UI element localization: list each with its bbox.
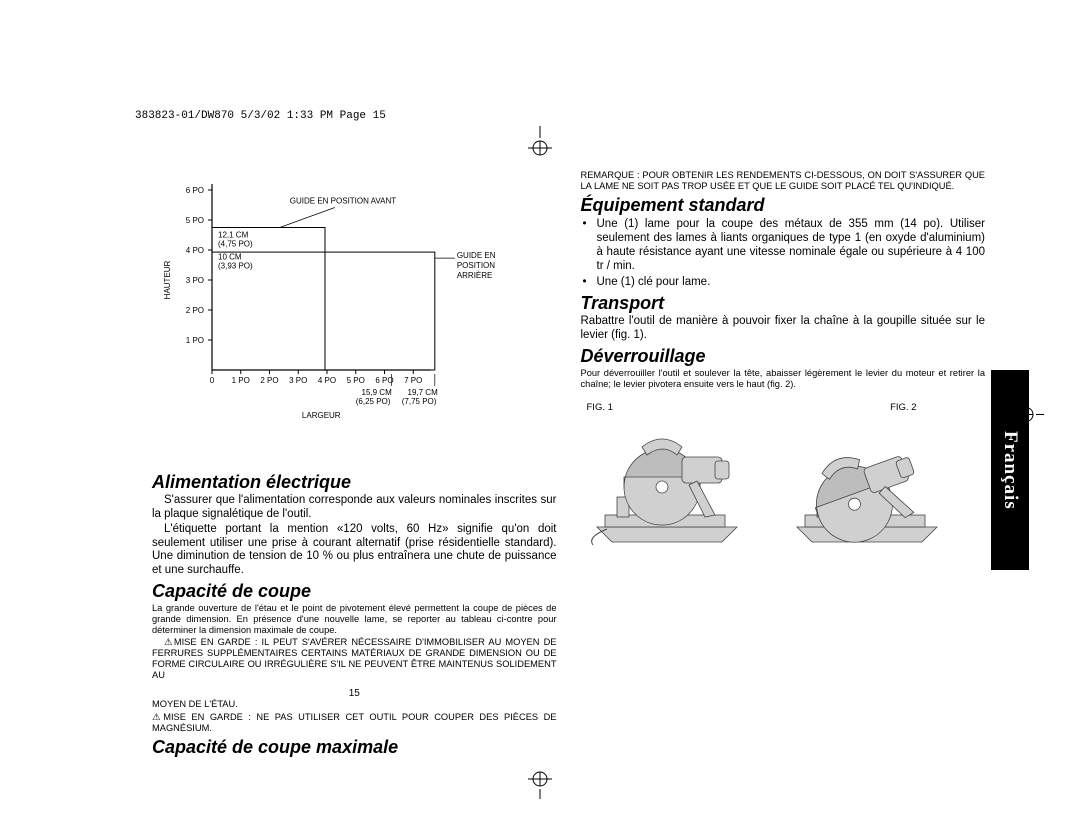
svg-text:(4,75 PO): (4,75 PO) bbox=[218, 240, 253, 249]
svg-text:3 PO: 3 PO bbox=[289, 376, 307, 385]
svg-text:(7,75 PO): (7,75 PO) bbox=[402, 397, 437, 406]
svg-text:3 PO: 3 PO bbox=[186, 276, 204, 285]
alim-p2: L'étiquette portant la mention «120 volt… bbox=[152, 523, 557, 577]
capmax-p1: REMARQUE : POUR OBTENIR LES RENDEMENTS C… bbox=[581, 170, 986, 191]
transport-p1: Rabattre l'outil de manière à pouvoir fi… bbox=[581, 315, 986, 342]
col2-p1: MOYEN DE L'ÉTAU. bbox=[152, 699, 557, 710]
cap-p2: ⚠MISE EN GARDE : IL PEUT S'AVÉRER NÉCESS… bbox=[152, 637, 557, 680]
page-slug: 383823-01/DW870 5/3/02 1:33 PM Page 15 bbox=[135, 110, 386, 122]
svg-text:1 PO: 1 PO bbox=[232, 376, 250, 385]
svg-text:2 PO: 2 PO bbox=[186, 306, 204, 315]
fig1-label: FIG. 1 bbox=[587, 402, 747, 413]
page-content: 1 PO 2 PO 3 PO 4 PO 5 PO 6 PO 0 1 PO 2 PO 3 PO 4 P… bbox=[152, 170, 985, 779]
language-tab-label: Français bbox=[999, 431, 1021, 510]
svg-text:7 PO: 7 PO bbox=[404, 376, 422, 385]
cap-p1: La grande ouverture de l'étau et le poin… bbox=[152, 603, 557, 635]
svg-text:5 PO: 5 PO bbox=[186, 216, 204, 225]
figures-row: FIG. 1 FIG. 2 bbox=[581, 402, 986, 547]
crop-mark-top bbox=[525, 126, 555, 161]
svg-text:12,1 CM: 12,1 CM bbox=[218, 231, 249, 240]
cap-p2-text: MISE EN GARDE : IL PEUT S'AVÉRER NÉCESSA… bbox=[152, 637, 557, 679]
heading-capmax: Capacité de coupe maximale bbox=[152, 737, 557, 758]
figure-2: FIG. 2 bbox=[787, 402, 947, 547]
warning-icon: ⚠ bbox=[152, 712, 163, 722]
svg-text:4 PO: 4 PO bbox=[186, 246, 204, 255]
svg-text:POSITION: POSITION bbox=[457, 261, 495, 270]
equip-item-2: Une (1) clé pour lame. bbox=[597, 276, 986, 290]
svg-text:GUIDE EN POSITION AVANT: GUIDE EN POSITION AVANT bbox=[290, 197, 397, 206]
fig2-label: FIG. 2 bbox=[787, 402, 947, 413]
svg-text:10 CM: 10 CM bbox=[218, 253, 242, 262]
heading-alimentation: Alimentation électrique bbox=[152, 472, 557, 493]
language-tab: Français bbox=[991, 370, 1029, 570]
heading-equip: Équipement standard bbox=[581, 195, 986, 216]
page-number: 15 bbox=[152, 688, 557, 699]
alim-p1: S'assurer que l'alimentation corresponde… bbox=[152, 494, 557, 521]
svg-text:2 PO: 2 PO bbox=[260, 376, 278, 385]
col2-p2-text: MISE EN GARDE : NE PAS UTILISER CET OUTI… bbox=[152, 712, 557, 733]
svg-text:(3,93 PO): (3,93 PO) bbox=[218, 262, 253, 271]
svg-text:4 PO: 4 PO bbox=[318, 376, 336, 385]
equip-list: Une (1) lame pour la coupe des métaux de… bbox=[581, 218, 986, 289]
svg-text:5 PO: 5 PO bbox=[347, 376, 365, 385]
svg-text:6 PO: 6 PO bbox=[375, 376, 393, 385]
svg-text:19,7 CM: 19,7 CM bbox=[408, 388, 439, 397]
svg-text:ARRIÈRE: ARRIÈRE bbox=[457, 271, 493, 280]
heading-dever: Déverrouillage bbox=[581, 346, 986, 367]
svg-text:GUIDE EN: GUIDE EN bbox=[457, 251, 496, 260]
svg-text:15,9 CM: 15,9 CM bbox=[362, 388, 393, 397]
col2-p2: ⚠MISE EN GARDE : NE PAS UTILISER CET OUT… bbox=[152, 712, 557, 733]
svg-text:0: 0 bbox=[210, 376, 215, 385]
svg-text:(6,25 PO): (6,25 PO) bbox=[356, 397, 391, 406]
svg-text:6 PO: 6 PO bbox=[186, 186, 204, 195]
cutting-capacity-chart: 1 PO 2 PO 3 PO 4 PO 5 PO 6 PO 0 1 PO 2 PO 3 PO 4 P… bbox=[152, 170, 557, 450]
warning-icon: ⚠ bbox=[164, 637, 174, 647]
dever-p1: Pour déverrouiller l'outil et soulever l… bbox=[581, 368, 986, 389]
heading-transport: Transport bbox=[581, 293, 986, 314]
svg-text:LARGEUR: LARGEUR bbox=[302, 411, 341, 420]
equip-item-1: Une (1) lame pour la coupe des métaux de… bbox=[597, 218, 986, 273]
heading-capacite: Capacité de coupe bbox=[152, 581, 557, 602]
svg-text:HAUTEUR: HAUTEUR bbox=[163, 260, 172, 299]
svg-text:1 PO: 1 PO bbox=[186, 336, 204, 345]
figure-1: FIG. 1 bbox=[587, 402, 747, 547]
